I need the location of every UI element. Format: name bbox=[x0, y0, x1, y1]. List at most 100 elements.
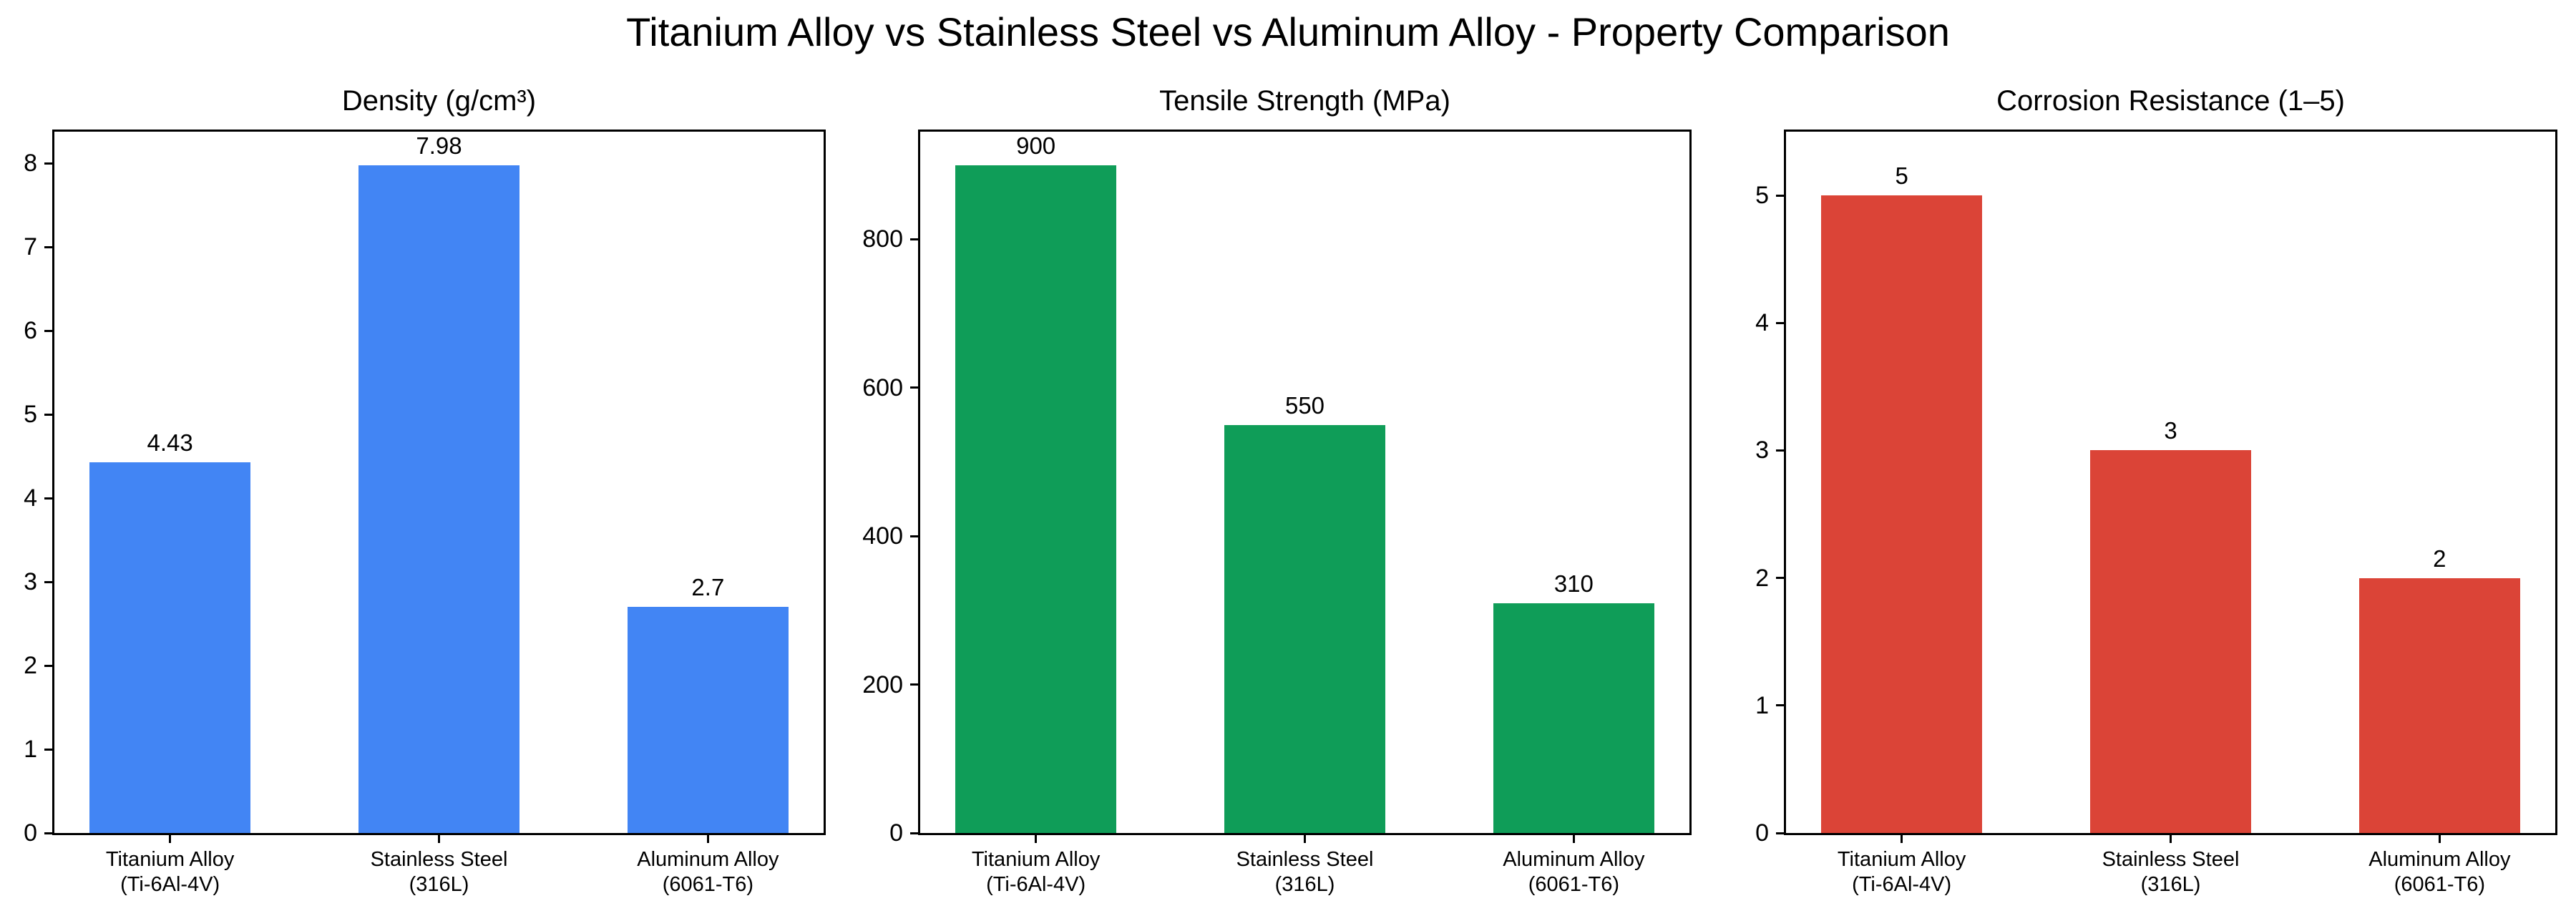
x-axis-tick bbox=[438, 833, 440, 843]
x-axis-category-label: Stainless Steel (316L) bbox=[2042, 847, 2300, 897]
category-name: Titanium Alloy bbox=[971, 848, 1101, 871]
category-name: Aluminum Alloy bbox=[637, 848, 779, 871]
bar bbox=[2089, 450, 2252, 833]
y-axis-tick-label: 200 bbox=[862, 671, 903, 698]
corrosion-resistance-chart-panel: Corrosion Resistance (1–5) 0 1 2 3 4 5 5 Titani… bbox=[1755, 85, 2557, 896]
category-name: Aluminum Alloy bbox=[1503, 848, 1645, 871]
y-axis-tick bbox=[44, 832, 54, 834]
x-axis-category-label: Titanium Alloy (Ti-6Al-4V) bbox=[1773, 847, 2031, 897]
x-axis-tick bbox=[1901, 833, 1903, 843]
y-axis-tick-label: 5 bbox=[1755, 182, 1769, 210]
category-grade: (Ti-6Al-4V) bbox=[120, 873, 220, 896]
x-axis-category-label: Titanium Alloy (Ti-6Al-4V) bbox=[907, 847, 1165, 897]
bar-value-label: 2 bbox=[2433, 545, 2446, 572]
bar bbox=[358, 165, 520, 833]
y-axis-tick bbox=[44, 413, 54, 416]
y-axis-tick bbox=[44, 580, 54, 583]
y-axis-tick-label: 8 bbox=[24, 150, 37, 177]
category-name: Titanium Alloy bbox=[105, 848, 235, 871]
x-axis-category-label: Aluminum Alloy (6061-T6) bbox=[2311, 847, 2568, 897]
tensile-strength-chart-panel: Tensile Strength (MPa) 0 200 400 600 800 900 T… bbox=[862, 85, 1692, 896]
y-axis-tick-label: 0 bbox=[24, 819, 37, 847]
bar-value-label: 3 bbox=[2164, 417, 2177, 444]
y-axis-tick bbox=[1776, 832, 1786, 834]
bar bbox=[1493, 603, 1655, 833]
y-axis-tick-label: 1 bbox=[24, 736, 37, 764]
bar bbox=[2358, 578, 2521, 833]
y-axis-tick bbox=[1776, 449, 1786, 452]
bar bbox=[627, 607, 789, 833]
y-axis-tick-label: 7 bbox=[24, 233, 37, 261]
x-axis-tick bbox=[2438, 833, 2441, 843]
y-axis-tick bbox=[44, 162, 54, 165]
category-grade: (316L) bbox=[1274, 873, 1335, 896]
category-grade: (6061-T6) bbox=[1528, 873, 1620, 896]
corrosion-resistance-chart-title: Corrosion Resistance (1–5) bbox=[1996, 85, 2345, 117]
y-axis-tick-label: 0 bbox=[1755, 819, 1769, 847]
category-grade: (6061-T6) bbox=[2394, 873, 2486, 896]
bar-value-label: 5 bbox=[1895, 162, 1908, 190]
category-name: Stainless Steel bbox=[2102, 848, 2240, 871]
y-axis-tick bbox=[910, 683, 920, 686]
bar-value-label: 310 bbox=[1553, 570, 1594, 597]
x-axis-tick bbox=[169, 833, 172, 843]
x-axis-tick bbox=[1035, 833, 1038, 843]
category-grade: (316L) bbox=[2140, 873, 2201, 896]
y-axis-tick-label: 3 bbox=[1755, 437, 1769, 464]
bar-value-label: 4.43 bbox=[147, 429, 193, 456]
x-axis-category-label: Titanium Alloy (Ti-6Al-4V) bbox=[42, 847, 299, 897]
category-grade: (316L) bbox=[409, 873, 469, 896]
bar-value-label: 550 bbox=[1284, 391, 1325, 419]
y-axis-tick bbox=[44, 497, 54, 500]
figure-title: Titanium Alloy vs Stainless Steel vs Alu… bbox=[626, 9, 1950, 54]
x-axis-tick bbox=[2170, 833, 2172, 843]
y-axis-tick-label: 0 bbox=[889, 819, 903, 847]
bar bbox=[955, 165, 1117, 833]
bar bbox=[1224, 424, 1386, 833]
y-axis-tick-label: 2 bbox=[24, 652, 37, 680]
y-axis-tick bbox=[910, 535, 920, 537]
density-chart-title: Density (g/cm³) bbox=[341, 85, 537, 117]
y-axis-tick bbox=[910, 238, 920, 240]
x-axis-category-label: Stainless Steel (316L) bbox=[311, 847, 568, 897]
x-axis-tick bbox=[1304, 833, 1306, 843]
category-grade: (Ti-6Al-4V) bbox=[1852, 873, 1952, 896]
x-axis-category-label: Aluminum Alloy (6061-T6) bbox=[1445, 847, 1702, 897]
x-axis-category-label: Aluminum Alloy (6061-T6) bbox=[579, 847, 836, 897]
bar-value-label: 2.7 bbox=[691, 574, 725, 601]
y-axis-tick-label: 5 bbox=[24, 401, 37, 429]
bar bbox=[89, 462, 251, 833]
y-axis-tick-label: 6 bbox=[24, 317, 37, 345]
y-axis-tick-label: 4 bbox=[1755, 309, 1769, 337]
y-axis-tick bbox=[1776, 321, 1786, 324]
y-axis-tick bbox=[44, 664, 54, 667]
bar bbox=[1820, 195, 1983, 833]
y-axis-tick-label: 800 bbox=[862, 225, 903, 253]
y-axis-tick-label: 1 bbox=[1755, 691, 1769, 719]
category-name: Stainless Steel bbox=[370, 848, 508, 871]
y-axis-tick bbox=[44, 748, 54, 751]
density-chart-panel: Density (g/cm³) 0 1 2 3 4 5 6 7 8 4.43 Titanium Al… bbox=[24, 85, 826, 896]
y-axis-tick-label: 3 bbox=[24, 568, 37, 596]
y-axis-tick-label: 2 bbox=[1755, 564, 1769, 592]
tensile-strength-chart-title: Tensile Strength (MPa) bbox=[1159, 85, 1450, 117]
y-axis-tick-label: 4 bbox=[24, 484, 37, 512]
y-axis-tick bbox=[1776, 577, 1786, 580]
x-axis-category-label: Stainless Steel (316L) bbox=[1176, 847, 1434, 897]
y-axis-tick bbox=[1776, 704, 1786, 707]
y-axis-tick bbox=[910, 832, 920, 834]
category-grade: (Ti-6Al-4V) bbox=[986, 873, 1086, 896]
y-axis-tick-label: 400 bbox=[862, 522, 903, 550]
bar-value-label: 7.98 bbox=[416, 132, 462, 159]
category-grade: (6061-T6) bbox=[662, 873, 754, 896]
y-axis-tick bbox=[44, 245, 54, 248]
x-axis-tick bbox=[1572, 833, 1575, 843]
x-axis-tick bbox=[706, 833, 709, 843]
category-name: Titanium Alloy bbox=[1837, 848, 1966, 871]
y-axis-tick bbox=[910, 386, 920, 389]
y-axis-tick bbox=[1776, 194, 1786, 197]
category-name: Stainless Steel bbox=[1236, 848, 1374, 871]
bar-value-label: 900 bbox=[1016, 132, 1056, 159]
y-axis-tick bbox=[44, 329, 54, 332]
y-axis-tick-label: 600 bbox=[862, 374, 903, 401]
